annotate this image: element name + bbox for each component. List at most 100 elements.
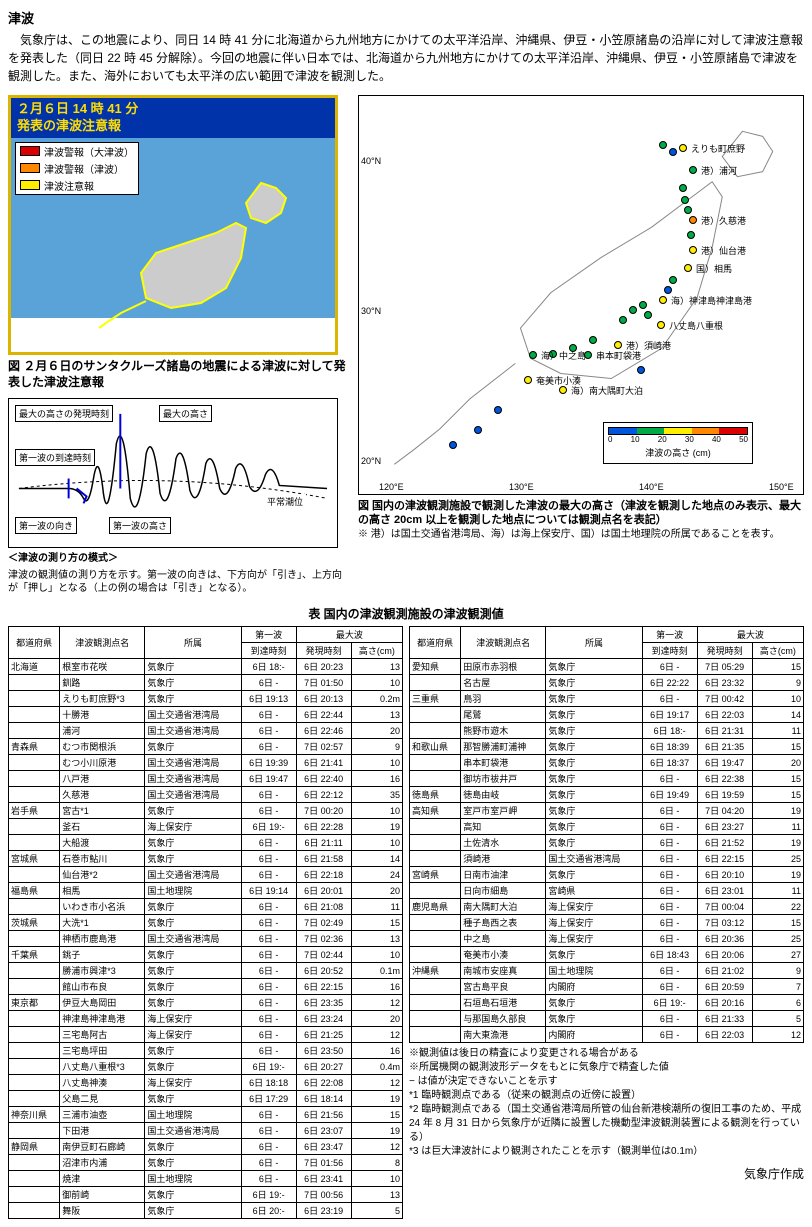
obs-point-label: えりも町庶野: [691, 142, 745, 155]
table-row: 釜石海上保安庁6日 19:-6日 22:2819: [9, 819, 403, 835]
table-row: 下田港国土交通省港湾局6日 -6日 23:0719: [9, 1123, 403, 1139]
table-row: 八丈島神湊海上保安庁6日 18:186日 22:0812: [9, 1075, 403, 1091]
table-row: 八丈島八重根*3気象庁6日 19:-6日 20:270.4m: [9, 1059, 403, 1075]
table-row: 中之島海上保安庁6日 -6日 20:3625: [410, 931, 804, 947]
wave-subtitle: ＜津波の測り方の模式＞: [8, 552, 348, 565]
axis-label-x: 120°E: [379, 482, 404, 492]
footnotes: ※観測値は後日の精査により変更される場合がある ※所属機関の観測波形データをもと…: [409, 1047, 804, 1159]
table-row: 父島二見気象庁6日 17:296日 18:1419: [9, 1091, 403, 1107]
table-row: 大船渡気象庁6日 -6日 21:1110: [9, 835, 403, 851]
wave-label-first-dir: 第一波の向き: [15, 517, 77, 534]
right-column: 01020304050 津波の高さ (cm) えりも町庶野港）浦河港）久慈港港）…: [358, 95, 804, 595]
table-row: 徳島県徳島由岐気象庁6日 19:496日 19:5915: [410, 787, 804, 803]
warning-caption: 図 ２月６日のサンタクルーズ諸島の地震による津波に対して発表した津波注意報: [8, 359, 348, 390]
table-row: 須崎港国土交通省港湾局6日 -6日 22:1525: [410, 851, 804, 867]
obs-point-labeled: [689, 166, 697, 174]
table-row: 久慈港国土交通省港湾局6日 -6日 22:1235: [9, 787, 403, 803]
obs-point: [687, 231, 695, 239]
wave-label-max-time: 最大の高さの発現時刻: [15, 405, 113, 422]
warning-header: ２月６日 14 時 41 分 発表の津波注意報: [11, 98, 335, 138]
obs-point-label: 海）神津島神津島港: [671, 294, 752, 307]
left-column: ２月６日 14 時 41 分 発表の津波注意報 津波警報（大津波）津波警報（津波…: [8, 95, 348, 595]
obs-point-labeled: [684, 264, 692, 272]
table-row: 鹿児島県南大隅町大泊海上保安庁6日 -7日 00:0422: [410, 899, 804, 915]
table-row: 千葉県銚子気象庁6日 -7日 02:4410: [9, 947, 403, 963]
table-row: 沖縄県南城市安座真国土地理院6日 -6日 21:029: [410, 963, 804, 979]
table-row: 神津島神津島港海上保安庁6日 -6日 23:2420: [9, 1011, 403, 1027]
table-row: 十勝港国土交通省港湾局6日 -6日 22:4413: [9, 707, 403, 723]
table-row: 焼津国土地理院6日 -6日 23:4110: [9, 1171, 403, 1187]
table-row: 御前崎気象庁6日 19:-7日 00:5613: [9, 1187, 403, 1203]
obs-point: [449, 441, 457, 449]
wave-note: 津波の観測値の測り方を示す。第一波の向きは、下方向が「引き」、上方向が「押し」と…: [8, 569, 348, 595]
obs-point-labeled: [529, 351, 537, 359]
obs-point: [679, 184, 687, 192]
table-row: 尾鷲気象庁6日 19:176日 22:0314: [410, 707, 804, 723]
table-row: 日向市細島宮崎県6日 -6日 23:0111: [410, 883, 804, 899]
tables-row: 都道府県津波観測点名所属第一波最大波 到達時刻発現時刻高さ(cm) 北海道根室市…: [8, 626, 804, 1219]
table-row: 宮崎県日南市油津気象庁6日 -6日 20:1019: [410, 867, 804, 883]
section-title: 津波: [8, 8, 804, 27]
japan-silhouette-icon: [91, 173, 321, 333]
table-row: 舞阪気象庁6日 20:-6日 23:195: [9, 1203, 403, 1219]
observation-table-left: 都道府県津波観測点名所属第一波最大波 到達時刻発現時刻高さ(cm) 北海道根室市…: [8, 626, 403, 1219]
obs-point-labeled: [689, 246, 697, 254]
table-row: 青森県むつ市関根浜気象庁6日 -7日 02:579: [9, 739, 403, 755]
table-row: 釧路気象庁6日 -7日 01:5010: [9, 675, 403, 691]
warning-figure: ２月６日 14 時 41 分 発表の津波注意報 津波警報（大津波）津波警報（津波…: [8, 95, 338, 355]
axis-label-y: 30°N: [361, 306, 381, 316]
obs-point: [494, 406, 502, 414]
right-map-caption: 図 国内の津波観測施設で観測した津波の最大の高さ（津波を観測した地点のみ表示、最…: [358, 499, 804, 528]
obs-point-label: 海）中之島: [541, 349, 586, 362]
table-row: 八戸港国土交通省港湾局6日 19:476日 22:4016: [9, 771, 403, 787]
table-title: 表 国内の津波観測施設の津波観測値: [8, 605, 804, 622]
table-row: 宮古島平良内閣府6日 -6日 20:597: [410, 979, 804, 995]
obs-point-label: 港）浦河: [701, 164, 737, 177]
obs-point-label: 国）相馬: [696, 262, 732, 275]
table-row: 御坊市祓井戸気象庁6日 -6日 22:3815: [410, 771, 804, 787]
table-row: 北海道根室市花咲気象庁6日 18:-6日 20:2313: [9, 659, 403, 675]
obs-point: [639, 301, 647, 309]
obs-point-labeled: [614, 341, 622, 349]
table-row: 福島県相馬国土地理院6日 19:146日 20:0120: [9, 883, 403, 899]
table-row: 奄美市小湊気象庁6日 18:436日 20:0627: [410, 947, 804, 963]
obs-point-labeled: [524, 376, 532, 384]
table-row: 勝浦市興津*3気象庁6日 -6日 20:520.1m: [9, 963, 403, 979]
axis-label-y: 40°N: [361, 156, 381, 166]
obs-point-label: 港）久慈港: [701, 214, 746, 227]
obs-point: [659, 141, 667, 149]
obs-point: [619, 316, 627, 324]
table-row: 宮城県石巻市鮎川気象庁6日 -6日 21:5814: [9, 851, 403, 867]
top-row: ２月６日 14 時 41 分 発表の津波注意報 津波警報（大津波）津波警報（津波…: [8, 95, 804, 595]
legend-row: 津波警報（大津波）: [16, 143, 138, 160]
obs-point-labeled: [679, 144, 687, 152]
table-row: 仙台港*2国土交通省港湾局6日 -6日 22:1824: [9, 867, 403, 883]
table-row: 三宅島阿古海上保安庁6日 -6日 21:2512: [9, 1027, 403, 1043]
table-row: 種子島西之表海上保安庁6日 -7日 03:1215: [410, 915, 804, 931]
table-row: 神奈川県三浦市油壺国土地理院6日 -6日 21:5615: [9, 1107, 403, 1123]
table-row: えりも町庶野*3気象庁6日 19:136日 20:130.2m: [9, 691, 403, 707]
table-row: 熊野市遊木気象庁6日 18:-6日 21:3111: [410, 723, 804, 739]
obs-point: [664, 286, 672, 294]
observation-table-right: 都道府県津波観測点名所属第一波最大波 到達時刻発現時刻高さ(cm) 愛知県田原市…: [409, 626, 804, 1043]
obs-point: [684, 206, 692, 214]
table-row: 石垣島石垣港気象庁6日 19:-6日 20:166: [410, 995, 804, 1011]
obs-point: [637, 366, 645, 374]
obs-point-labeled: [657, 321, 665, 329]
table-row: 高知県室戸市室戸岬気象庁6日 -7日 04:2019: [410, 803, 804, 819]
obs-point-label: 港）仙台港: [701, 244, 746, 257]
table-row: 三重県鳥羽気象庁6日 -7日 00:4210: [410, 691, 804, 707]
wave-label-normal: 平常潮位: [264, 494, 306, 509]
right-map-note: ※ 港）は国土交通省港湾局、海）は海上保安庁、国）は国土地理院の所属であることを…: [358, 528, 804, 541]
table-row: 土佐清水気象庁6日 -6日 21:5219: [410, 835, 804, 851]
obs-point: [681, 196, 689, 204]
table-row: 沼津市内浦気象庁6日 -7日 01:568: [9, 1155, 403, 1171]
table-row: 名古屋気象庁6日 22:226日 23:329: [410, 675, 804, 691]
wave-label-first-arrival: 第一波の到達時刻: [15, 449, 95, 466]
axis-label-x: 130°E: [509, 482, 534, 492]
obs-point: [644, 311, 652, 319]
wave-diagram: 最大の高さの発現時刻 最大の高さ 第一波の到達時刻 第一波の向き 第一波の高さ …: [8, 398, 338, 548]
table-row: 愛知県田原市赤羽根気象庁6日 -7日 05:2915: [410, 659, 804, 675]
table-row: 南大東漁港内閣府6日 -6日 22:0312: [410, 1027, 804, 1043]
obs-point-label: 串本町袋港: [596, 349, 641, 362]
